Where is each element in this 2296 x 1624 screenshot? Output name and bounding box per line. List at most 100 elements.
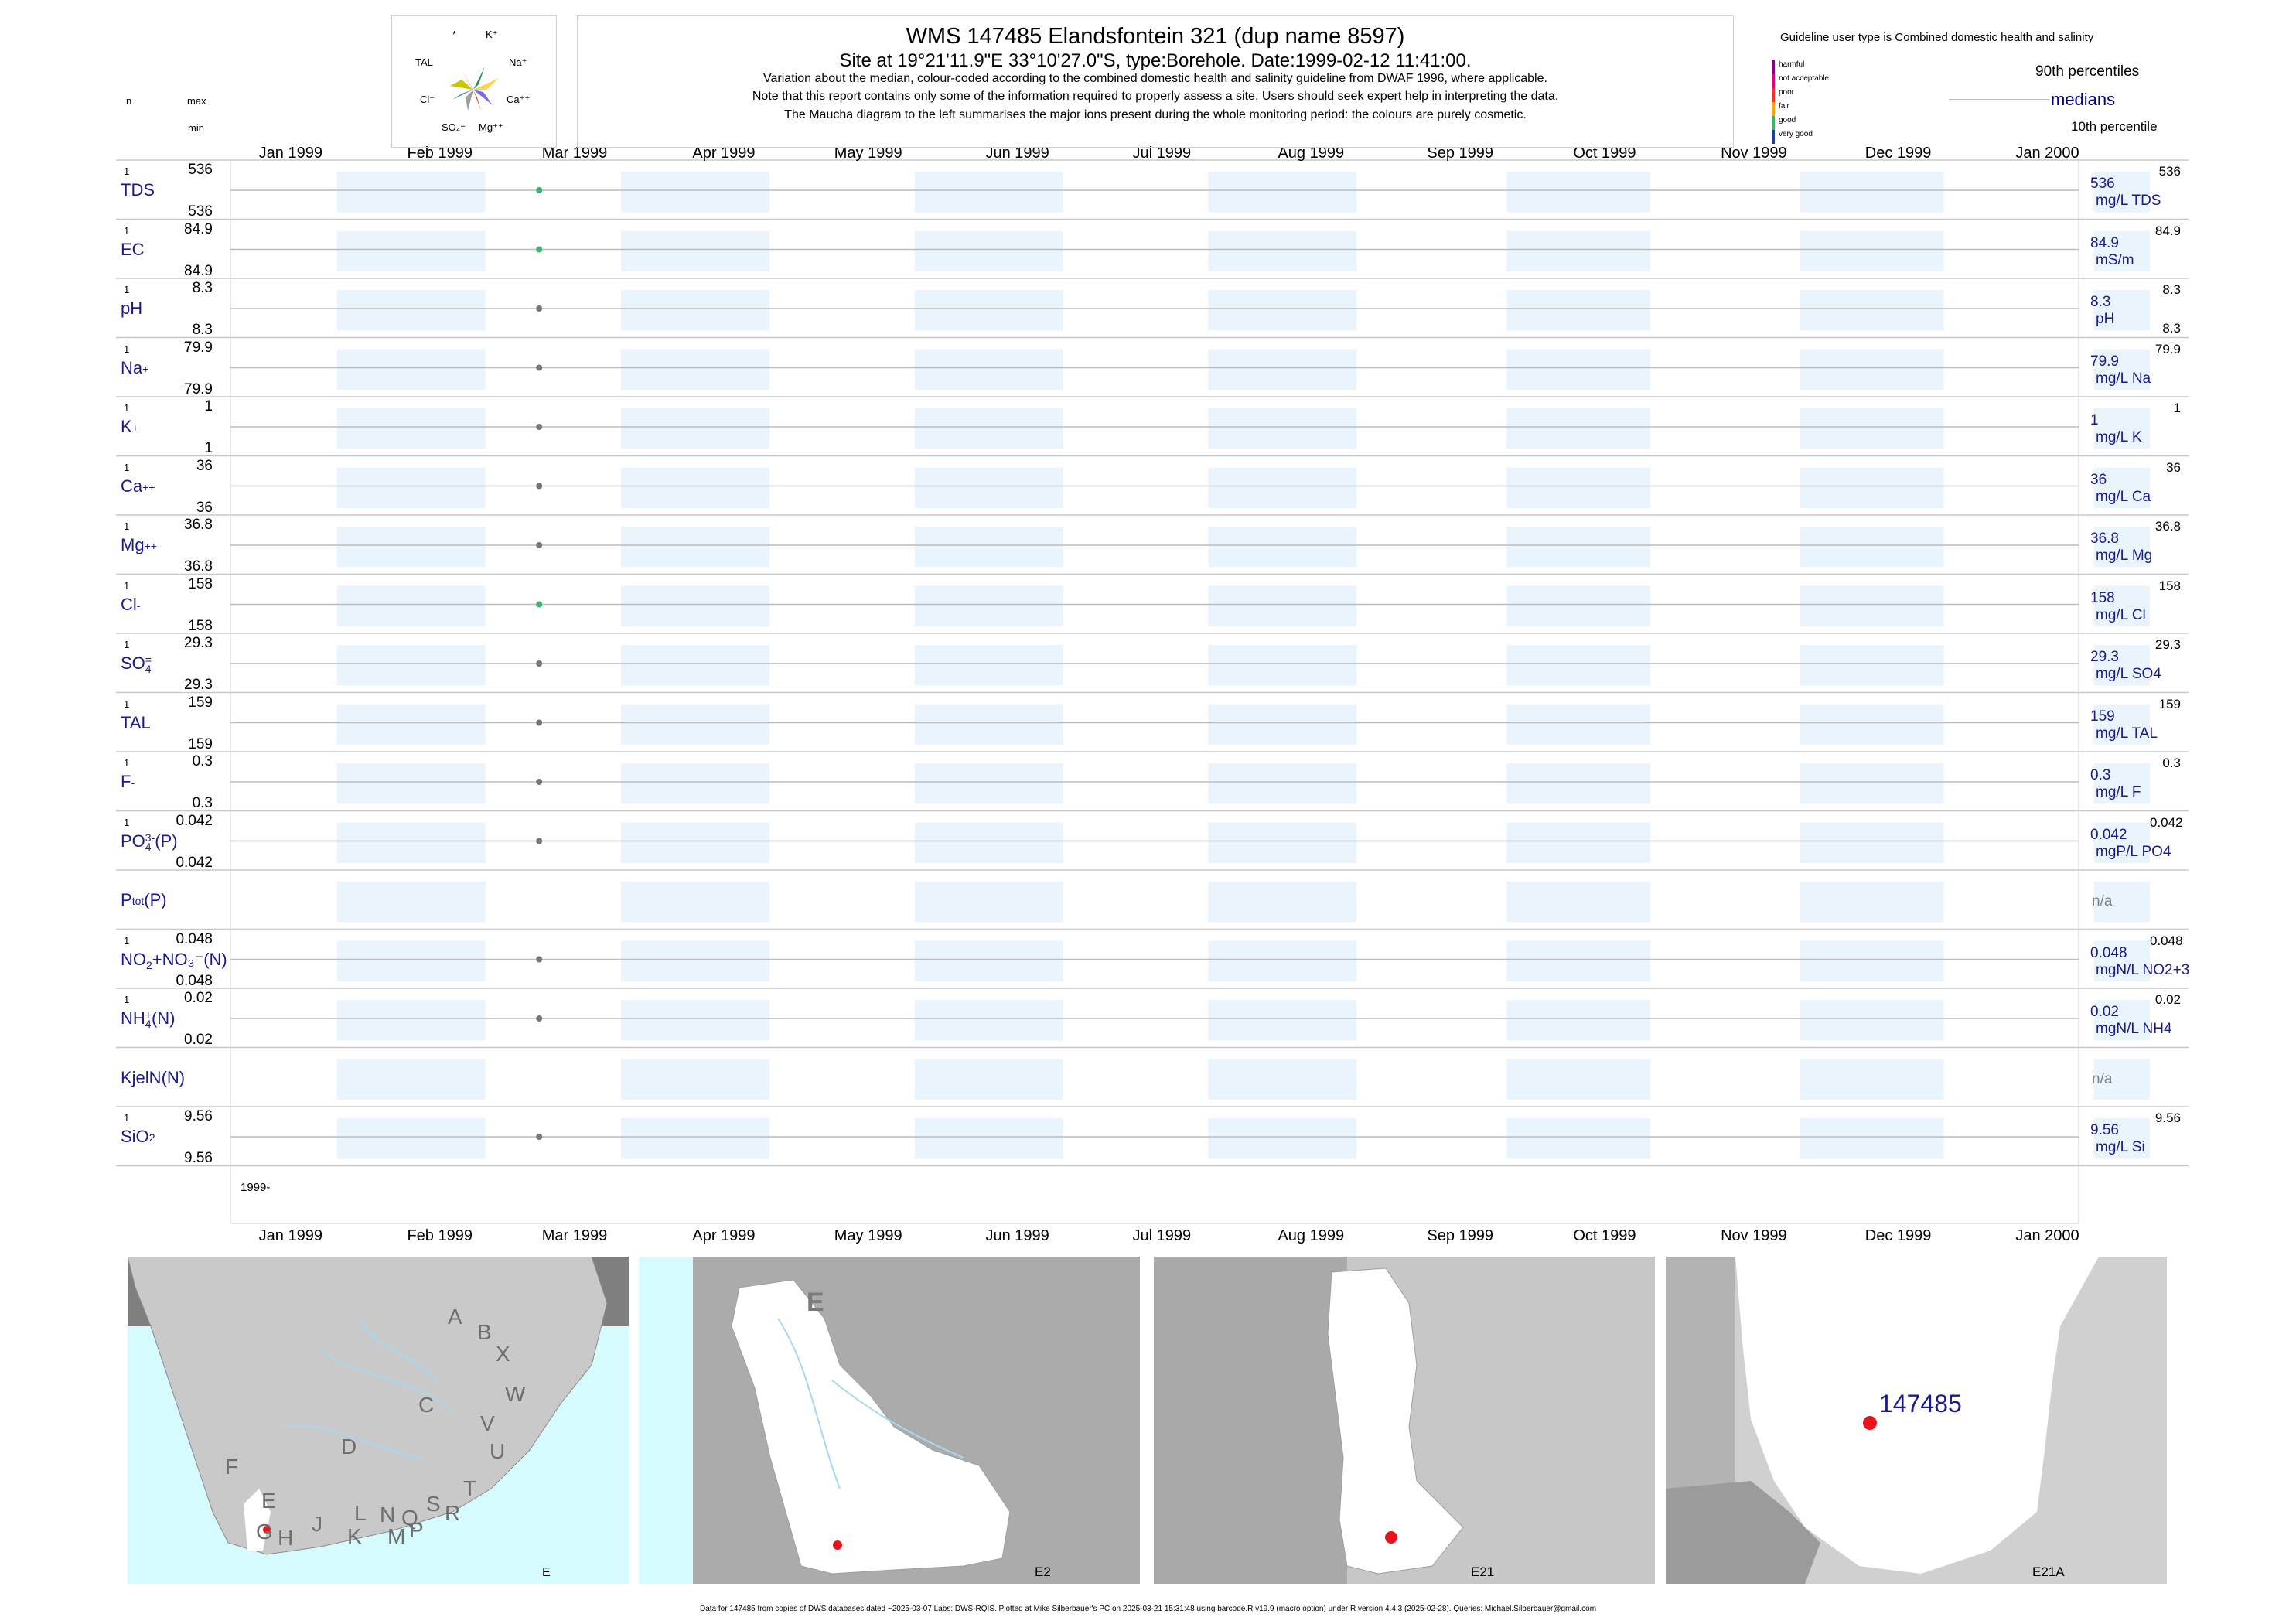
map3-label: E21 <box>1471 1564 1495 1579</box>
legend-class-fair: fair <box>1779 102 1789 111</box>
row-unit: mg/L Si <box>2096 1139 2145 1155</box>
maucha-petal <box>452 90 473 100</box>
month-band <box>1208 1118 1357 1159</box>
month-band <box>1506 822 1650 863</box>
month-band <box>914 1059 1063 1100</box>
region-letter: M <box>387 1524 406 1548</box>
month-band <box>1208 172 1357 213</box>
x-tick-label-top: Dec 1999 <box>1865 145 1932 162</box>
month-band <box>336 467 486 508</box>
month-band <box>1506 1118 1650 1159</box>
row-n: 1 <box>124 224 130 237</box>
data-point-mg <box>536 542 543 548</box>
region-letter: C <box>418 1393 435 1417</box>
month-band <box>336 1000 486 1041</box>
month-band <box>1208 1000 1357 1041</box>
month-band <box>1208 882 1357 923</box>
maucha-petal <box>473 90 493 105</box>
row-min: 36 <box>196 499 213 516</box>
month-band <box>336 882 486 923</box>
row-n: 1 <box>124 934 130 947</box>
row-median: 36.8 <box>2090 531 2119 547</box>
row-unit: mgN/L NH4 <box>2096 1021 2172 1037</box>
month-band <box>914 585 1063 626</box>
month-band <box>1506 645 1650 686</box>
month-band <box>621 645 769 686</box>
region-letter: A <box>448 1305 462 1329</box>
map-e21-shape <box>1154 1257 1464 1584</box>
x-axis-bottom: Jan 1999 Feb 1999 Mar 1999 Apr 1999 May 1999… <box>259 1227 2079 1244</box>
data-point-no <box>536 956 543 963</box>
x-tick-label-bottom: May 1999 <box>834 1227 902 1244</box>
row-min: 79.9 <box>184 380 213 397</box>
row-min: 1 <box>204 440 213 456</box>
row-p90: 79.9 <box>2154 341 2181 357</box>
month-band <box>2093 940 2150 981</box>
row-p90: 36.8 <box>2154 519 2181 534</box>
month-band <box>1506 940 1650 981</box>
note-line-2: Note that this report contains only some… <box>752 90 1559 103</box>
site-description: Site at 19°21'11.9"E 33°10'27.0"S, type:… <box>839 50 1472 71</box>
month-band <box>336 940 486 981</box>
month-band <box>2093 467 2150 508</box>
row-min: 84.9 <box>184 262 213 279</box>
row-n: 1 <box>124 757 130 769</box>
month-band <box>1208 1059 1357 1100</box>
row-parameter-label: SO = 4 <box>121 653 152 676</box>
month-band <box>1208 408 1357 449</box>
row-median-na: n/a <box>2092 1070 2113 1087</box>
n-header: n <box>126 95 132 107</box>
row-parameter-label: Mg ++ <box>121 535 157 554</box>
row-unit: mg/L K <box>2096 429 2142 445</box>
report-header: WMS 147485 Elandsfontein 321 (dup name 8… <box>577 15 1734 148</box>
month-band <box>2093 290 2150 331</box>
row-max: 1 <box>204 398 213 415</box>
row-n: 1 <box>124 520 130 532</box>
row-p90: 158 <box>2158 578 2181 593</box>
month-band <box>1208 763 1357 804</box>
row-min: 158 <box>188 617 213 634</box>
row-unit: mgN/L NO2+3 <box>2096 961 2190 978</box>
row-unit: mg/L Ca <box>2096 488 2151 505</box>
row-n: 1 <box>124 402 130 414</box>
row-n: 1 <box>124 343 130 355</box>
region-letter: G <box>256 1520 273 1544</box>
guideline-text: Guideline user type is Combined domestic… <box>1780 31 2094 44</box>
month-band <box>1208 527 1357 568</box>
month-band <box>1800 645 1944 686</box>
row-parameter-label: Cl - <box>121 594 141 614</box>
map-e2-site-marker <box>833 1540 842 1550</box>
month-band <box>621 882 769 923</box>
month-band <box>914 467 1063 508</box>
row-median: 0.02 <box>2090 1004 2119 1020</box>
month-band <box>1506 408 1650 449</box>
row-parameter-label: TAL <box>121 712 151 732</box>
month-band <box>1506 230 1650 271</box>
year-label: 1999- <box>241 1181 271 1194</box>
month-band <box>336 763 486 804</box>
x-tick-label-top: Jan 2000 <box>2015 145 2079 162</box>
row-min: 8.3 <box>192 322 213 338</box>
month-band <box>1506 290 1650 331</box>
maucha-label-so4: SO₄⁼ <box>442 121 466 133</box>
row-min: 0.048 <box>176 972 213 989</box>
row-max: 0.3 <box>192 753 213 769</box>
month-band <box>1208 349 1357 390</box>
month-band <box>1506 1059 1650 1100</box>
month-band <box>1800 172 1944 213</box>
month-band <box>621 1118 769 1159</box>
map4-label: E21A <box>2032 1564 2065 1579</box>
month-band <box>336 585 486 626</box>
row-median: 29.3 <box>2090 649 2119 665</box>
row-unit: mg/L F <box>2096 784 2141 800</box>
row-max: 159 <box>188 694 213 711</box>
month-band <box>2093 704 2150 745</box>
row-p90: 0.3 <box>2162 756 2181 770</box>
row-max: 536 <box>188 162 213 178</box>
month-band <box>336 230 486 271</box>
month-band <box>1800 704 1944 745</box>
row-p90: 84.9 <box>2154 223 2181 238</box>
month-band <box>1506 882 1650 923</box>
map-e21-site-marker <box>1385 1531 1397 1544</box>
